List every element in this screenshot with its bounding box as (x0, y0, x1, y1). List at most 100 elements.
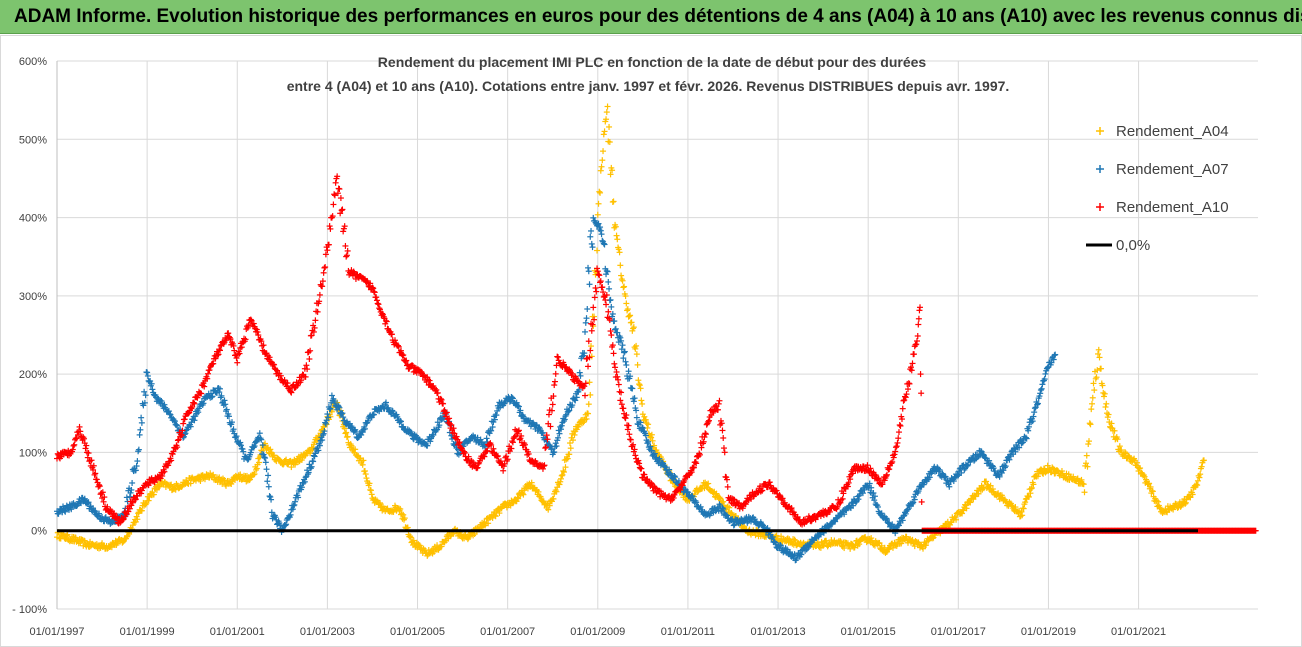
data-point-rendement-a04 (1087, 421, 1094, 428)
data-point-rendement-a10 (551, 378, 558, 385)
data-point-rendement-a04 (1089, 394, 1096, 401)
data-point-rendement-a10 (234, 359, 241, 366)
data-point-rendement-a04 (630, 324, 637, 331)
y-tick-label: - 100% (12, 604, 47, 616)
chart-legend: Rendement_A04 Rendement_A07 Rendement_A10 0… (1086, 123, 1229, 254)
data-point-rendement-a04 (597, 189, 604, 196)
data-point-rendement-a04 (344, 433, 351, 440)
data-point-rendement-a04 (635, 377, 642, 384)
legend-item-rendement-a10: Rendement_A10 (1096, 199, 1229, 216)
data-point-rendement-a10 (720, 445, 727, 452)
data-point-rendement-a04 (621, 283, 628, 290)
data-point-rendement-a04 (567, 445, 574, 452)
data-point-rendement-a10 (915, 315, 922, 322)
data-point-rendement-a04 (520, 491, 527, 498)
data-point-rendement-a04 (1081, 489, 1088, 496)
data-point-rendement-a04 (1102, 404, 1109, 411)
data-point-rendement-a04 (1098, 365, 1105, 372)
data-point-rendement-a04 (616, 249, 623, 256)
data-point-rendement-a07 (608, 303, 615, 310)
data-point-rendement-a10 (610, 350, 617, 357)
data-point-rendement-a04 (546, 502, 553, 509)
data-point-rendement-a04 (376, 499, 383, 506)
y-axis-ticks: - 100% 0% 100% 200% 300% 400% 500% 600% (12, 56, 47, 616)
y-tick-label: 500% (19, 134, 47, 146)
data-point-rendement-a04 (491, 512, 498, 519)
data-point-rendement-a04 (596, 188, 603, 195)
y-tick-label: 400% (19, 213, 47, 225)
data-point-rendement-a04 (438, 543, 445, 550)
data-point-rendement-a04 (617, 262, 624, 269)
data-point-rendement-a04 (566, 440, 573, 447)
data-point-rendement-a04 (637, 385, 644, 392)
data-point-rendement-a10 (721, 449, 728, 456)
data-point-rendement-a07 (137, 426, 144, 433)
data-point-rendement-a04 (150, 491, 157, 498)
data-point-rendement-a04 (558, 472, 565, 479)
data-point-rendement-a04 (595, 200, 602, 207)
legend-label: Rendement_A07 (1116, 161, 1229, 178)
data-point-rendement-a04 (606, 139, 613, 146)
data-point-rendement-a04 (636, 381, 643, 388)
data-point-rendement-a04 (599, 157, 606, 164)
data-point-rendement-a04 (492, 513, 499, 520)
data-point-rendement-a07 (623, 362, 630, 369)
y-tick-label: 600% (19, 56, 47, 68)
data-point-rendement-a07 (576, 369, 583, 376)
data-point-rendement-a07 (585, 268, 592, 275)
x-tick-label: 01/01/2007 (480, 626, 535, 638)
data-point-rendement-a07 (588, 240, 595, 247)
data-point-rendement-a10 (587, 347, 594, 354)
report-banner: ADAM Informe. Evolution historique des p… (0, 0, 1302, 34)
x-tick-label: 01/01/2017 (931, 626, 986, 638)
x-tick-label: 01/01/2011 (661, 626, 715, 638)
data-point-rendement-a04 (545, 506, 552, 513)
data-point-rendement-a04 (583, 415, 590, 422)
data-point-rendement-a10 (918, 390, 925, 397)
data-point-rendement-a10 (332, 179, 339, 186)
data-point-rendement-a04 (528, 479, 535, 486)
data-point-rendement-a10 (70, 442, 77, 449)
data-point-rendement-a10 (509, 439, 516, 446)
data-point-rendement-a10 (897, 422, 904, 429)
data-point-rendement-a04 (496, 510, 503, 517)
data-point-rendement-a04 (598, 163, 605, 170)
data-point-rendement-a04 (1083, 452, 1090, 459)
x-tick-label: 01/01/2021 (1111, 626, 1166, 638)
data-point-rendement-a10 (895, 429, 902, 436)
data-point-rendement-a04 (566, 451, 573, 458)
y-tick-label: 100% (19, 447, 47, 459)
data-point-rendement-a07 (1037, 387, 1044, 394)
x-tick-label: 01/01/2019 (1021, 626, 1076, 638)
data-point-rendement-a04 (1091, 387, 1098, 394)
data-point-rendement-a04 (645, 421, 652, 428)
data-point-rendement-a04 (135, 510, 142, 517)
data-point-rendement-a04 (359, 461, 366, 468)
data-point-rendement-a04 (557, 478, 564, 485)
data-point-rendement-a04 (400, 511, 407, 518)
data-point-rendement-a04 (601, 128, 608, 135)
data-point-rendement-a04 (352, 446, 359, 453)
data-point-rendement-a04 (519, 490, 526, 497)
data-point-rendement-a04 (361, 467, 368, 474)
data-point-rendement-a10 (915, 321, 922, 328)
data-point-rendement-a04 (343, 429, 350, 436)
data-point-rendement-a10 (306, 356, 313, 363)
data-point-rendement-a04 (64, 531, 71, 538)
data-point-rendement-a04 (603, 109, 610, 116)
data-point-rendement-a04 (537, 493, 544, 500)
data-point-rendement-a04 (120, 538, 127, 545)
data-point-rendement-a10 (917, 304, 924, 311)
data-point-rendement-a10 (910, 351, 917, 358)
data-point-rendement-a07 (483, 435, 490, 442)
data-point-rendement-a04 (553, 488, 560, 495)
data-point-rendement-a04 (649, 437, 656, 444)
data-point-rendement-a10 (554, 354, 561, 361)
x-tick-label: 01/01/2005 (390, 626, 445, 638)
data-point-rendement-a04 (362, 471, 369, 478)
data-point-rendement-a10 (702, 430, 709, 437)
data-point-rendement-a04 (145, 497, 152, 504)
data-point-rendement-a04 (550, 495, 557, 502)
data-point-rendement-a10 (608, 332, 615, 339)
data-point-rendement-a04 (614, 236, 621, 243)
